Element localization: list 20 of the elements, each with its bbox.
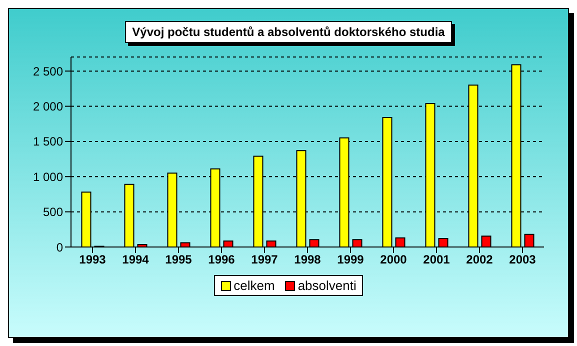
y-tick-label: 0	[56, 240, 64, 254]
x-tick-label: 1993	[79, 252, 106, 267]
x-tick-label: 2003	[509, 252, 536, 267]
legend-label: absolventi	[296, 278, 356, 293]
x-tick-label: 2000	[380, 252, 408, 267]
y-tick-label: 2 000	[32, 100, 64, 114]
x-tick-label: 1995	[165, 252, 192, 267]
y-tick-label: 500	[42, 205, 64, 220]
x-tick-label: 1999	[337, 252, 364, 267]
x-tick-label: 2001	[423, 252, 450, 267]
legend-label: celkem	[232, 278, 275, 293]
chart-title: Vývoj počtu studentů a absolventů doktorského studia	[125, 21, 452, 43]
x-tick-label: 2002	[466, 252, 494, 267]
y-tick-label: 2 500	[32, 64, 64, 78]
y-tick-label: 1 500	[32, 134, 64, 149]
x-tick-label: 1996	[208, 252, 236, 267]
x-tick-label: 1994	[122, 252, 150, 267]
x-tick-label: 1997	[251, 252, 278, 267]
y-tick-label: 1 000	[32, 170, 64, 184]
x-tick-label: 1998	[294, 252, 322, 267]
